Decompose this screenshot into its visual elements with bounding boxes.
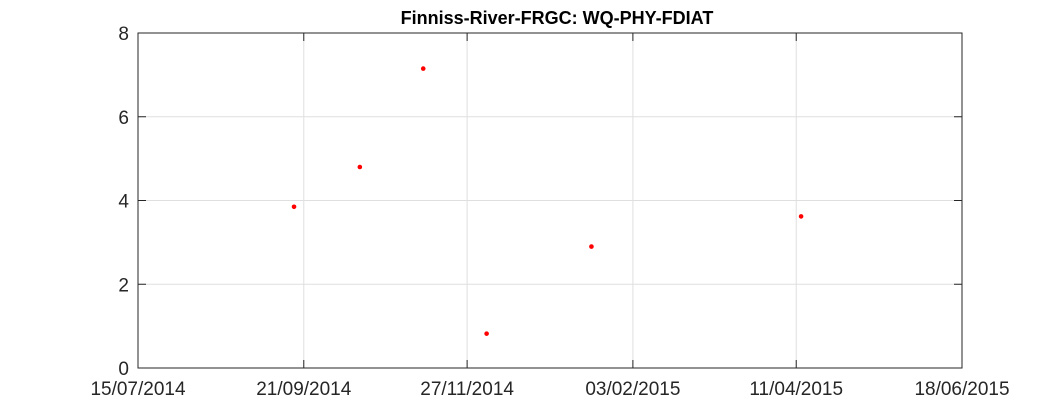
data-point bbox=[798, 214, 804, 219]
y-tick-label: 4 bbox=[118, 192, 129, 213]
plot-area: 15/07/2014 21/09/2014 27/11/2014 03/02/2015… bbox=[90, 24, 1009, 400]
x-tick-label: 11/04/2015 bbox=[749, 379, 843, 400]
x-tick-label: 15/07/2014 bbox=[90, 379, 186, 400]
x-tick-label: 03/02/2015 bbox=[585, 379, 680, 400]
x-tick-label: 27/11/2014 bbox=[420, 379, 514, 400]
data-point bbox=[357, 164, 363, 170]
data-point bbox=[420, 66, 426, 71]
chart-title: Finniss-River-FRGC: WQ-PHY-FDIAT bbox=[401, 8, 714, 28]
y-tick-label: 0 bbox=[118, 359, 129, 380]
y-tick-label: 6 bbox=[118, 108, 129, 129]
data-point bbox=[291, 204, 297, 210]
y-tick-label: 8 bbox=[118, 24, 129, 45]
x-tick-label: 21/09/2014 bbox=[256, 379, 352, 400]
data-point bbox=[589, 244, 594, 249]
x-tick-label: 18/06/2015 bbox=[914, 379, 1009, 400]
data-point bbox=[484, 331, 489, 336]
y-tick-label: 2 bbox=[118, 275, 129, 296]
